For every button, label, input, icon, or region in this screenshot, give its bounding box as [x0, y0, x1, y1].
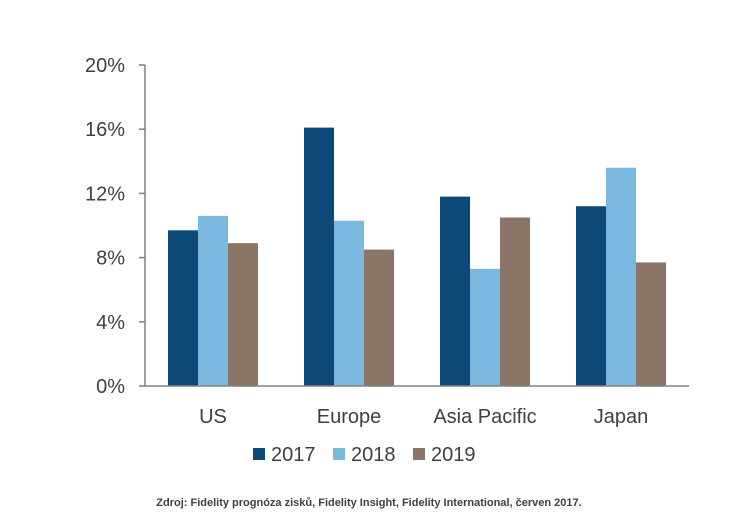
bar-2018-us	[198, 215, 228, 386]
bar-2017-japan	[576, 206, 606, 386]
bar-2017-europe	[304, 127, 334, 386]
bar-2019-europe	[364, 249, 394, 386]
y-tick-label: 12%	[85, 183, 125, 205]
bars	[168, 127, 666, 386]
bar-2019-asia-pacific	[500, 217, 530, 386]
legend-swatch-2017	[253, 448, 265, 460]
legend-label-2018: 2018	[351, 444, 396, 466]
x-category-label: Asia Pacific	[433, 406, 536, 428]
bar-2019-us	[228, 243, 258, 386]
x-axis-categories: US Europe Asia Pacific Japan	[199, 406, 649, 428]
y-tick-label: 16%	[85, 119, 125, 141]
y-axis-ticks: 0% 4% 8% 12% 16% 20%	[85, 55, 145, 398]
bar-2017-us	[168, 230, 198, 386]
bar-2018-asia-pacific	[470, 268, 500, 386]
bar-2018-japan	[606, 167, 636, 386]
x-category-label: US	[199, 406, 227, 428]
y-tick-label: 20%	[85, 55, 125, 77]
legend-swatch-2018	[333, 448, 345, 460]
y-tick-label: 8%	[96, 248, 125, 270]
legend-label-2017: 2017	[271, 444, 316, 466]
bar-2018-europe	[334, 220, 364, 386]
bar-2019-japan	[636, 262, 666, 386]
bar-2017-asia-pacific	[440, 196, 470, 386]
source-note: Zdroj: Fidelity prognóza zisků, Fidelity…	[156, 497, 582, 509]
y-tick-label: 4%	[96, 312, 125, 334]
legend-swatch-2019	[413, 448, 425, 460]
y-tick-label: 0%	[96, 376, 125, 398]
legend: 2017 2018 2019	[253, 444, 476, 466]
legend-label-2019: 2019	[431, 444, 476, 466]
x-category-label: Europe	[317, 406, 382, 428]
x-category-label: Japan	[594, 406, 649, 428]
